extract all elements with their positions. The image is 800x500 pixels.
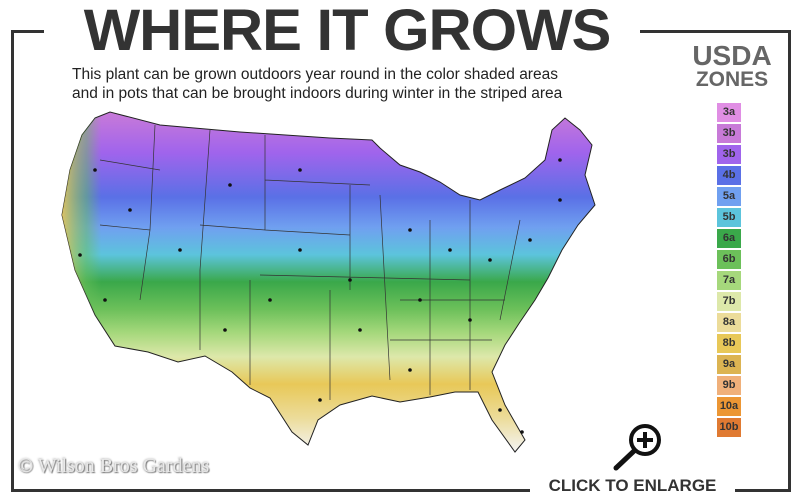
legend-zone-5b: 5b	[717, 208, 741, 227]
legend-zone-10a: 10a	[717, 397, 741, 416]
zoom-in-magnifier-icon[interactable]	[610, 422, 666, 472]
legend-title-line2: ZONES	[695, 68, 769, 91]
legend-zone-8a: 8a	[717, 313, 741, 332]
page-title: WHERE IT GROWS	[83, 0, 612, 63]
frame-top-right	[640, 30, 791, 33]
subtitle-line-2: and in pots that can be brought indoors …	[72, 85, 563, 102]
legend-zone-10b: 10b	[717, 418, 741, 437]
legend-zone-3b: 3b	[717, 124, 741, 143]
click-to-enlarge-link[interactable]: CLICK TO ENLARGE	[530, 476, 735, 496]
legend-zone-6a: 6a	[717, 229, 741, 248]
watermark: © Wilson Bros Gardens	[18, 455, 210, 477]
legend-zone-6b: 6b	[717, 250, 741, 269]
zone-legend: 3a 3b 3b 4b 5a 5b 6a 6b 7a 7b 8a 8b 9a 9b 10a 10b	[717, 103, 741, 439]
frame-bottom	[11, 489, 791, 492]
legend-zone-8b: 8b	[717, 334, 741, 353]
legend-title: USDA ZONES	[682, 40, 782, 92]
city-dots	[78, 158, 562, 434]
legend-zone-3b: 3b	[717, 145, 741, 164]
us-outline	[61, 111, 596, 453]
legend-title-line1: USDA	[692, 40, 772, 71]
west-coast-zones	[62, 112, 160, 346]
legend-zone-9a: 9a	[717, 355, 741, 374]
subtitle-line-1: This plant can be grown outdoors year ro…	[72, 66, 558, 83]
state-borders	[99, 124, 521, 400]
frame-right	[788, 30, 791, 492]
legend-zone-7b: 7b	[717, 292, 741, 311]
legend-zone-7a: 7a	[717, 271, 741, 290]
frame-top-left	[11, 30, 44, 33]
legend-zone-9b: 9b	[717, 376, 741, 395]
frame-left	[11, 30, 14, 492]
legend-zone-3a: 3a	[717, 103, 741, 122]
legend-zone-4b: 4b	[717, 166, 741, 185]
legend-zone-5a: 5a	[717, 187, 741, 206]
